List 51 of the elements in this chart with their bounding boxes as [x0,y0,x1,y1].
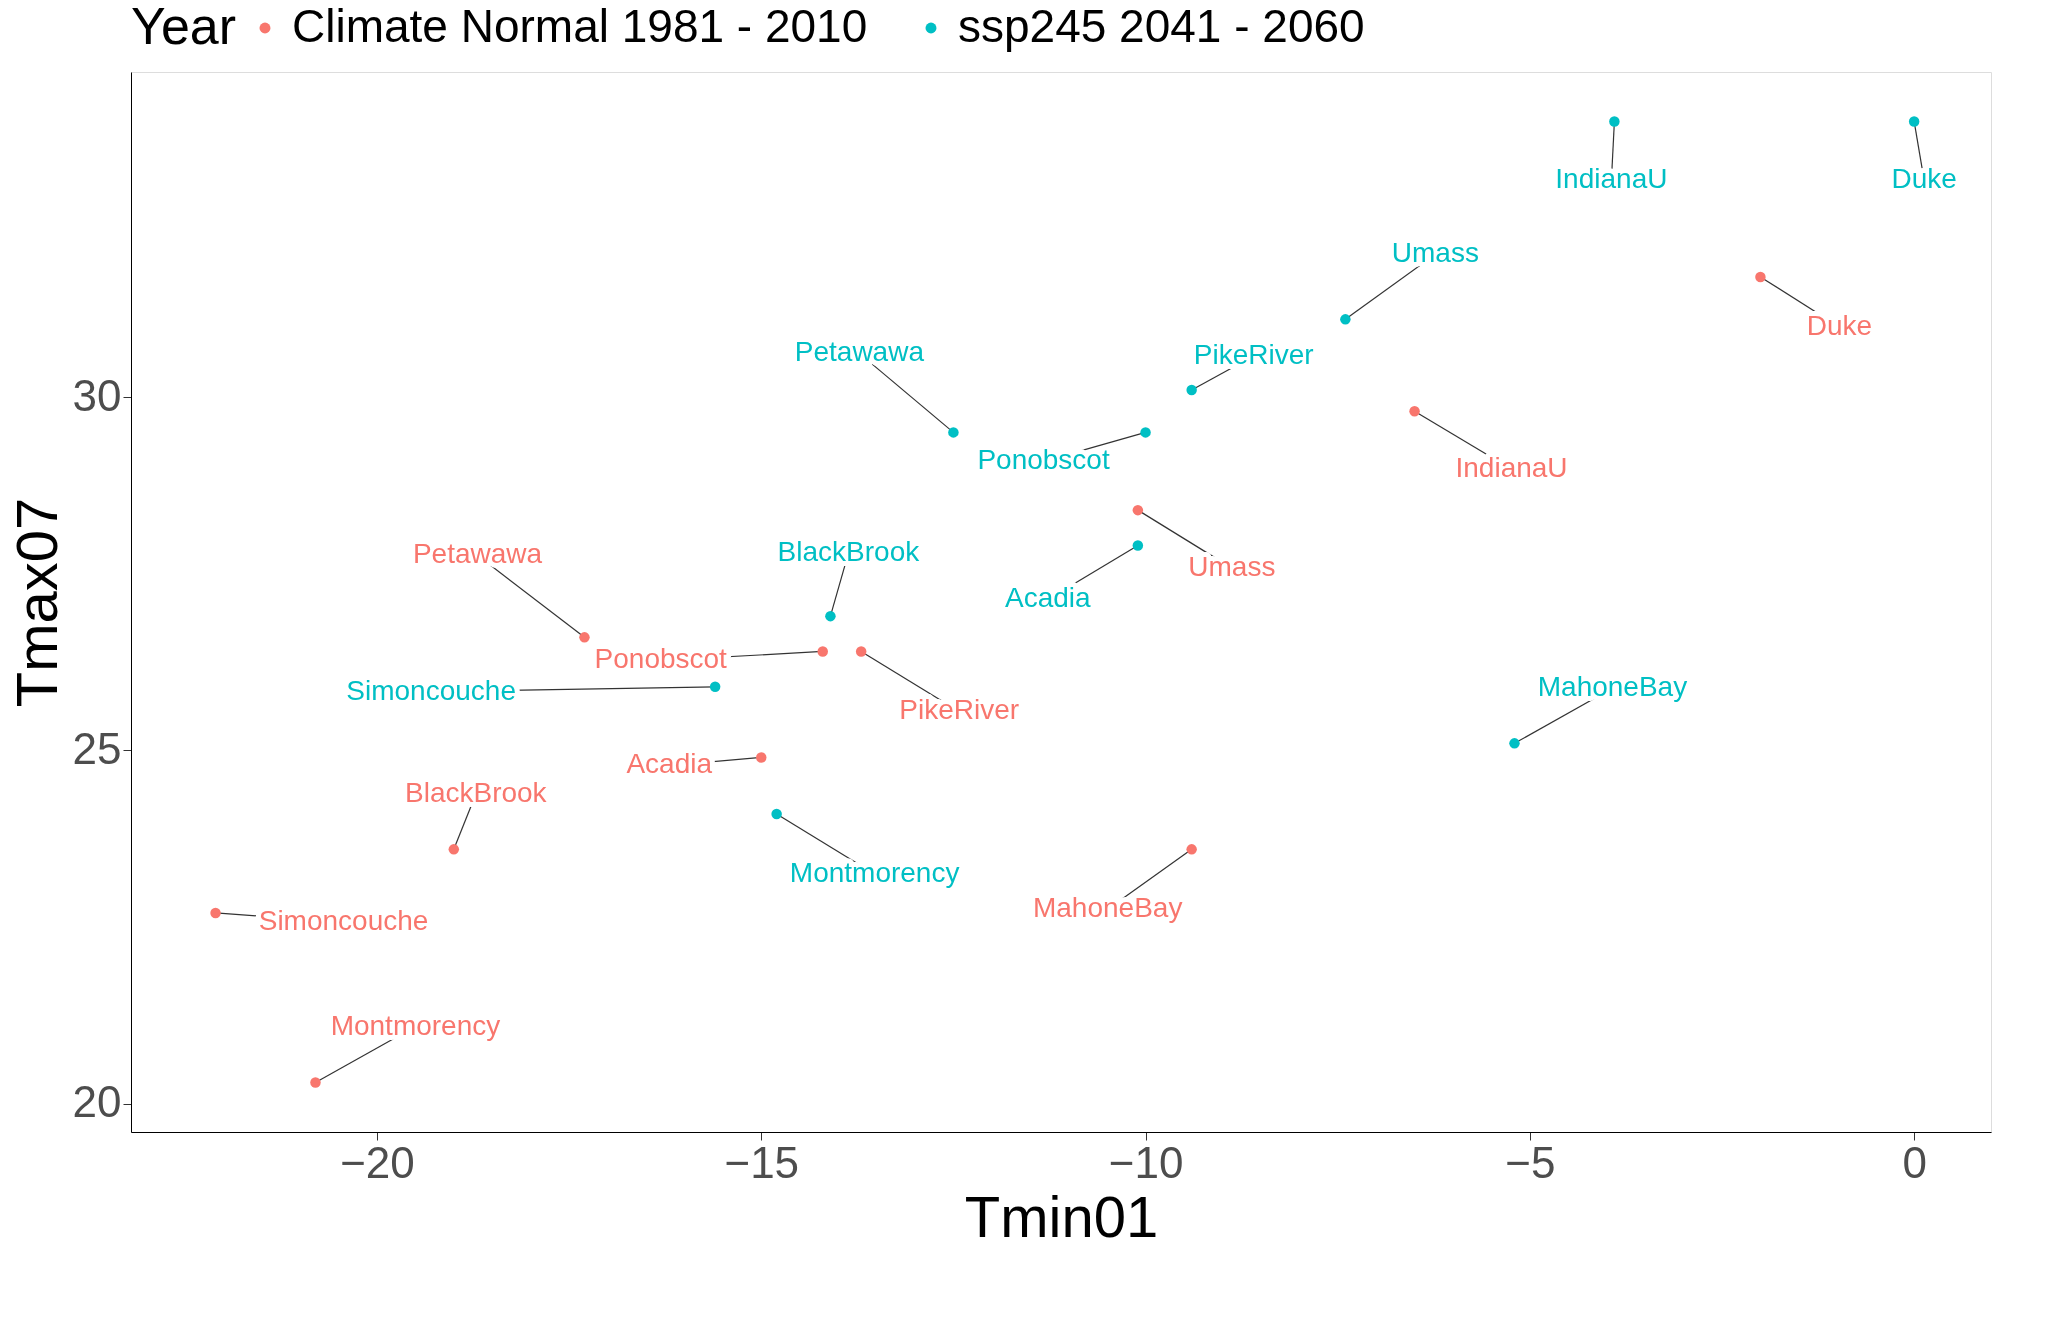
legend-label: Climate Normal 1981 - 2010 [292,0,868,52]
y-axis-title: Tmax07 [3,497,69,708]
point [1186,844,1197,855]
x-tick-label: −15 [724,1137,800,1187]
point [855,646,867,657]
x-tick-label: −5 [1505,1137,1556,1187]
point [448,844,460,855]
point [1409,405,1420,417]
annotation: Umass [1188,551,1276,583]
annotation: Acadia [1005,582,1092,614]
annotation: Ponobscot [594,643,728,675]
annotation: Umass [1391,237,1479,269]
annotation: Simoncouche [346,674,516,706]
point [1186,384,1197,396]
annotation: Duke [1806,309,1873,341]
annotation: MahoneBay [1537,671,1688,703]
legend-title: Year [131,0,237,55]
point [948,427,959,438]
annotation: Duke [1891,163,1957,195]
point [1340,314,1351,325]
annotation: Acadia [626,748,713,780]
x-tick-label: 0 [1902,1137,1927,1187]
annotation: Montmorency [789,857,960,888]
annotation: PikeRiver [1193,339,1314,370]
point [771,808,782,820]
y-tick-label: 20 [72,1077,122,1127]
point [1755,271,1766,283]
annotation: Petawawa [412,538,543,570]
legend-label: ssp245 2041 - 2060 [958,0,1365,52]
y-tick-label: 25 [72,723,122,773]
point [1509,738,1520,749]
annotation: MahoneBay [1032,892,1183,924]
point [1908,116,1920,127]
annotation: Petawawa [794,336,925,368]
point [709,681,721,693]
point [310,1077,321,1088]
annotation: BlackBrook [405,777,548,809]
annotation: IndianaU [1455,452,1568,484]
point [1132,504,1144,516]
y-tick-label: 30 [72,370,122,420]
annotation: PikeRiver [899,694,1020,726]
point [1132,540,1144,551]
x-tick-label: −20 [340,1137,415,1187]
annotation: BlackBrook [777,536,921,568]
point [1140,427,1151,438]
point [579,632,590,643]
annotation: Montmorency [330,1009,501,1041]
annotation: Ponobscot [977,444,1110,476]
point [825,610,836,622]
annotation: IndianaU [1555,163,1668,195]
point [1609,116,1620,127]
